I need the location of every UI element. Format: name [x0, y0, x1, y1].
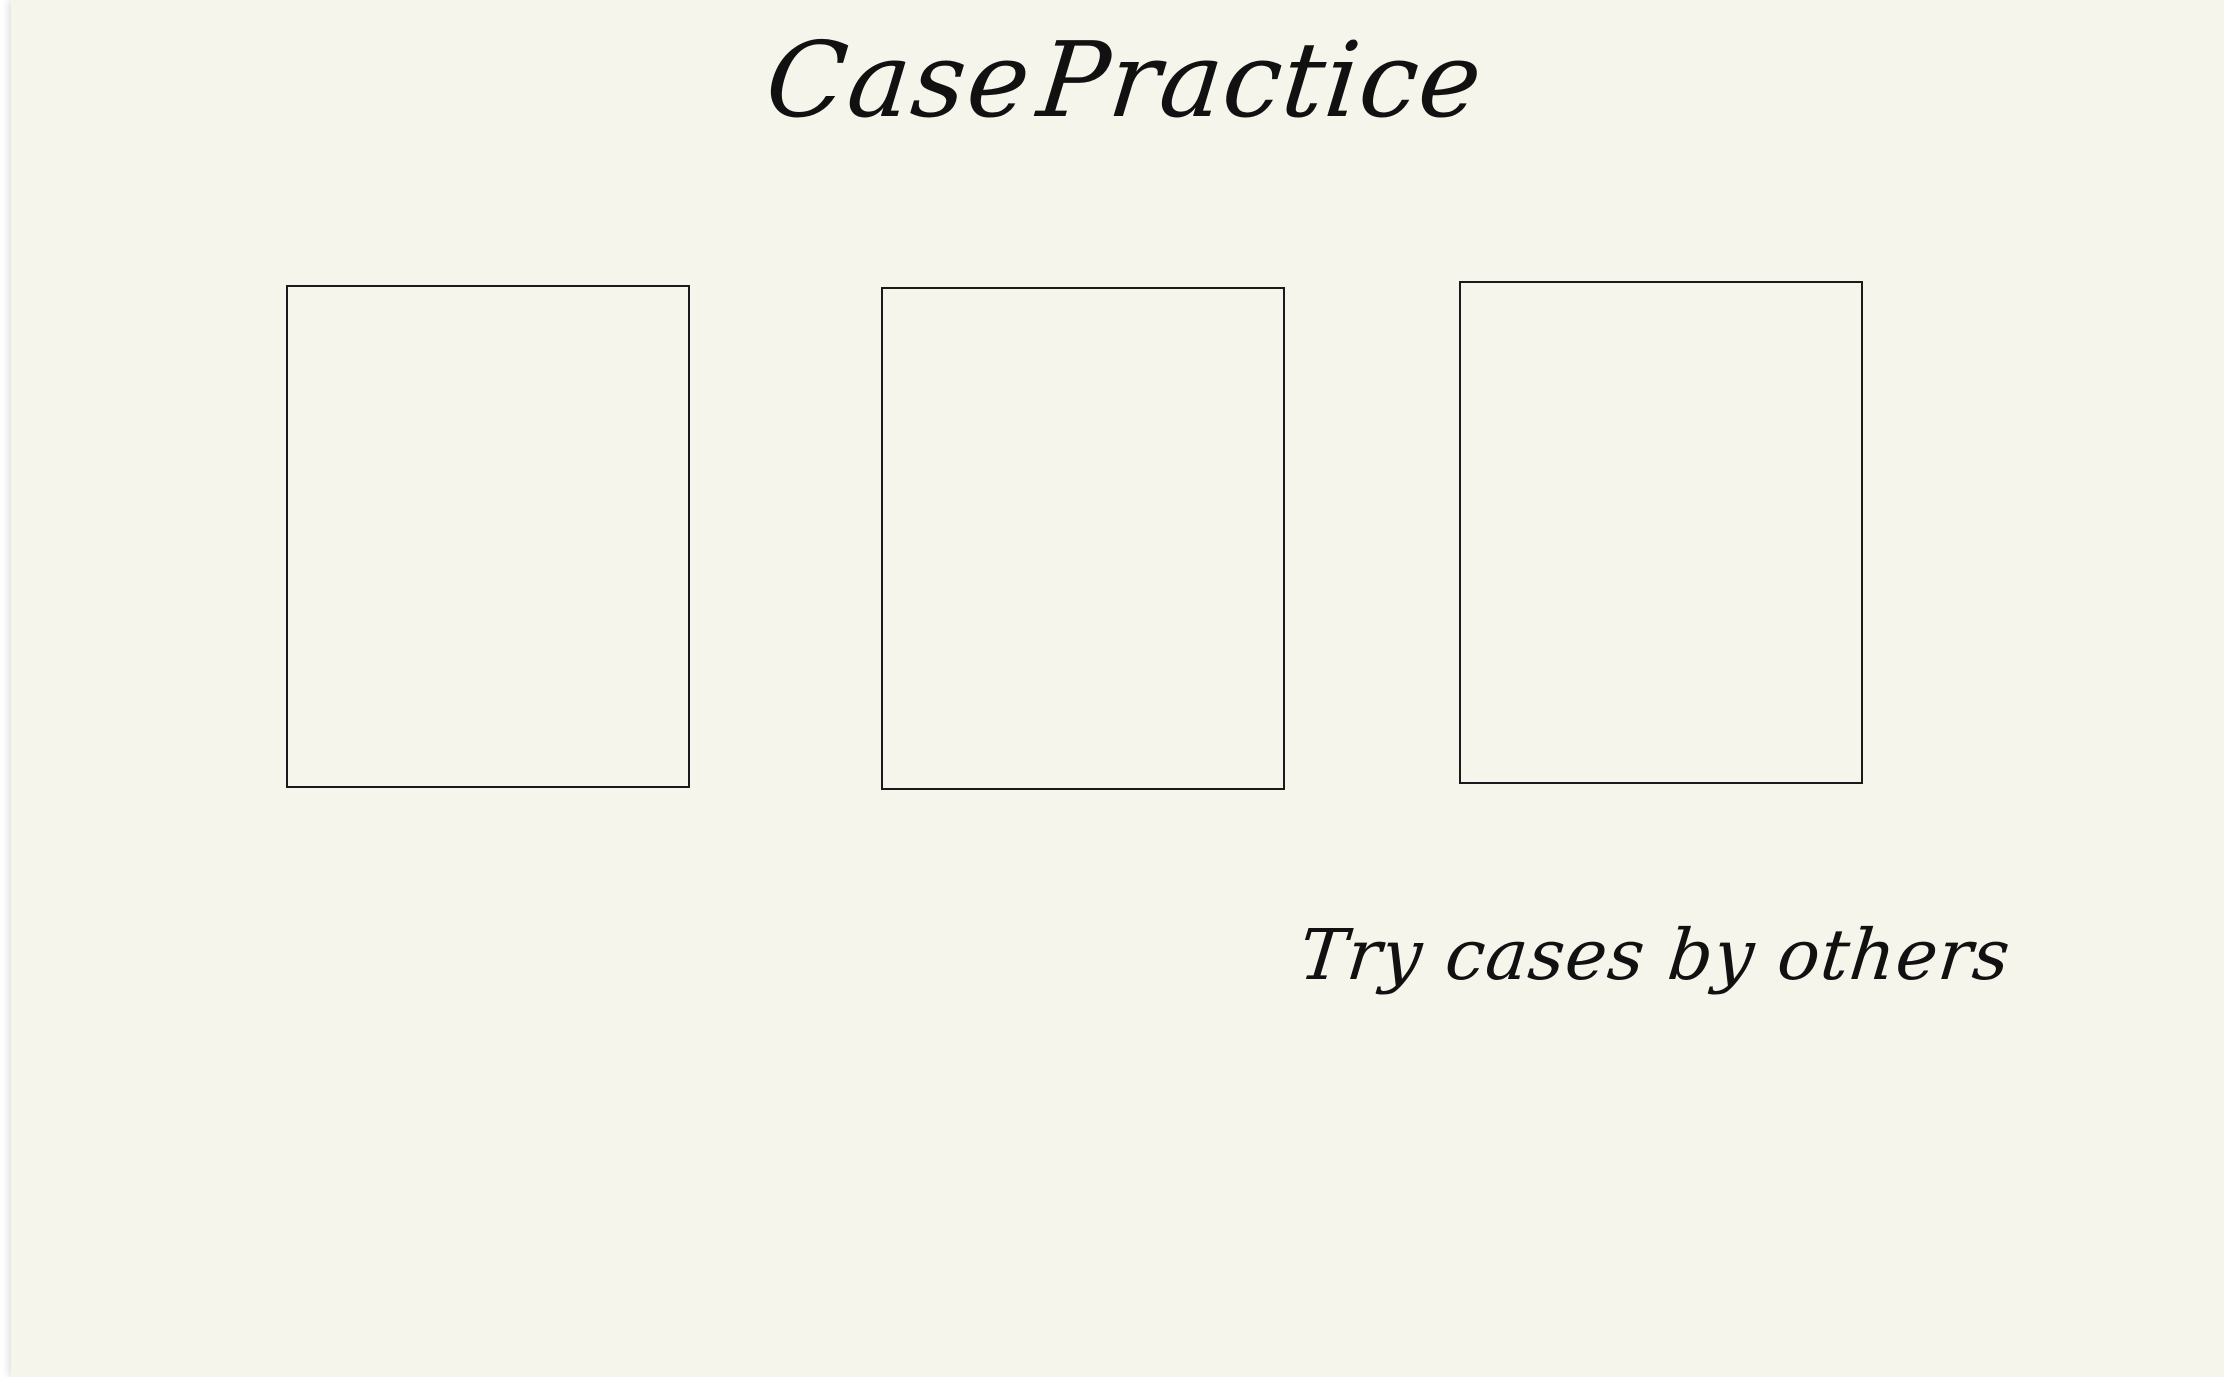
page-title-practice: Practice	[1032, 19, 1489, 141]
case-card-2[interactable]	[881, 287, 1285, 790]
paper-canvas: Case Practice Try cases by others	[11, 0, 2224, 1377]
page-title-case: Case	[760, 19, 1038, 141]
case-card-1[interactable]	[286, 285, 690, 788]
try-cases-by-others-link[interactable]: Try cases by others	[1295, 914, 2015, 996]
case-card-3[interactable]	[1459, 281, 1863, 784]
